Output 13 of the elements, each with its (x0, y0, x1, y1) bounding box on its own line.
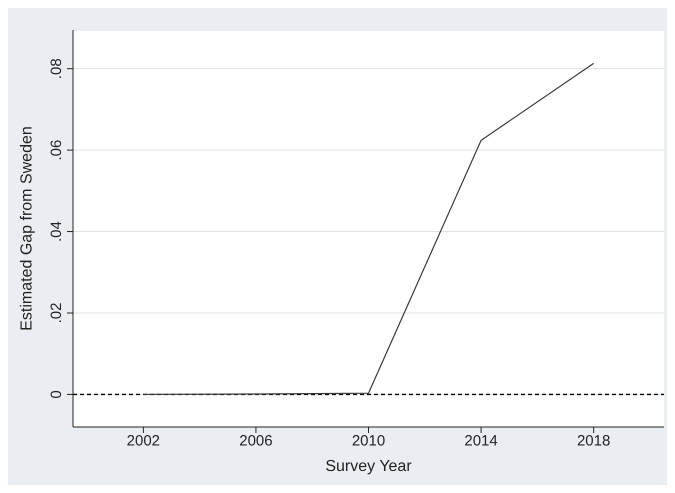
y-tick-label: .06 (48, 140, 65, 161)
y-tick-label: .04 (48, 221, 65, 242)
x-tick-label: 2002 (126, 432, 160, 450)
x-tick-label: 2014 (464, 432, 498, 450)
line-series (142, 62, 594, 396)
x-axis-title: Survey Year (325, 458, 412, 475)
x-tick-label: 2018 (576, 432, 610, 450)
y-tick-label: .02 (48, 302, 65, 324)
y-axis-title: Estimated Gap from Sweden (18, 126, 36, 331)
y-tick-label: .08 (48, 58, 65, 80)
x-tick-label: 2006 (239, 432, 273, 450)
x-tick-label: 2010 (352, 432, 386, 450)
y-tick-label: 0 (48, 390, 65, 399)
